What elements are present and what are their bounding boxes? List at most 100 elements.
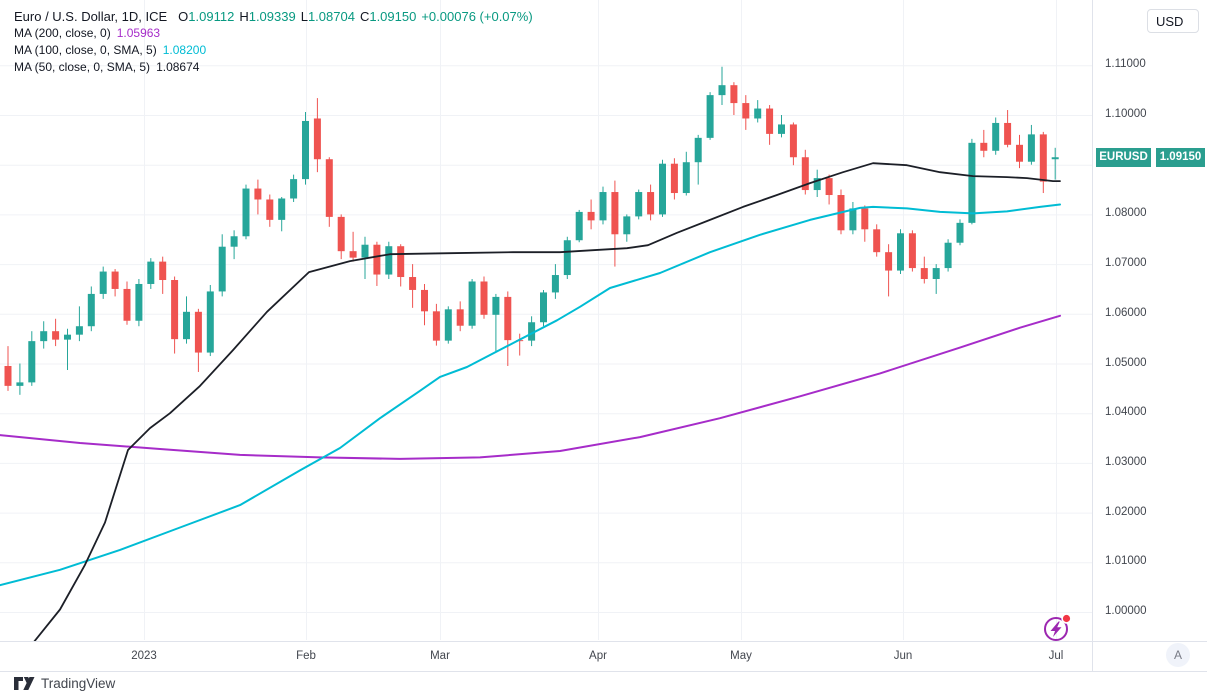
candle (944, 239, 952, 272)
candle (516, 333, 524, 356)
candle (587, 199, 595, 230)
currency-usd-button[interactable]: USD (1147, 9, 1199, 33)
candle (968, 138, 976, 225)
ohlc-field-value: 1.09150 (369, 9, 417, 24)
time-axis[interactable]: 2023 Feb Mar Apr May Jun Jul (0, 641, 1207, 672)
candle (480, 276, 488, 319)
candle (397, 244, 405, 287)
candle (16, 363, 24, 395)
candle (409, 264, 417, 308)
last-price-value-label: 1.09150 (1156, 147, 1205, 167)
time-axis-label: May (730, 650, 752, 662)
candle (123, 281, 131, 325)
candle (789, 122, 797, 166)
ohlc-values: O1.09112 H1.09339 L1.08704 C1.09150 (173, 9, 416, 24)
candle (1016, 134, 1023, 169)
candle (1004, 110, 1012, 148)
ma-legend-row[interactable]: MA (200, close, 0) 1.05963 (14, 25, 533, 42)
ma-legend-row[interactable]: MA (50, close, 0, SMA, 5) 1.08674 (14, 59, 533, 76)
candle (920, 256, 928, 284)
candle (885, 244, 893, 297)
time-axis-label: Mar (430, 650, 450, 662)
candle (64, 328, 71, 370)
ma-legend-row[interactable]: MA (100, close, 0, SMA, 5) 1.08200 (14, 42, 533, 59)
candle (302, 112, 309, 185)
candle (278, 197, 286, 232)
candle (468, 279, 476, 329)
ma-legend-rows: MA (200, close, 0) 1.05963 MA (100, close,… (14, 25, 533, 76)
candle (218, 234, 226, 297)
price-axis-label: 1.01000 (1105, 555, 1147, 568)
auto-scale-button[interactable]: A (1166, 643, 1190, 667)
price-axis[interactable]: USD 1.110001.100001.090001.080001.070001… (1093, 0, 1207, 641)
ma-value: 1.08200 (162, 43, 207, 57)
candle (1051, 147, 1059, 180)
candle (171, 276, 179, 354)
price-axis-label: 1.00000 (1105, 605, 1147, 617)
candle (135, 279, 143, 327)
candle (742, 95, 750, 130)
candle (956, 219, 964, 246)
candle (563, 236, 571, 280)
time-axis-label: 2023 (131, 650, 157, 662)
candle (635, 189, 643, 220)
candle (778, 115, 785, 138)
candle (825, 174, 833, 205)
candle (861, 205, 869, 242)
candle (325, 157, 333, 227)
candle (242, 184, 250, 240)
candles-layer (4, 66, 1059, 395)
candle (373, 241, 381, 286)
candle (897, 229, 904, 275)
chart-canvas[interactable] (0, 0, 1092, 641)
candle (992, 117, 1000, 155)
candle (492, 293, 500, 352)
candle (254, 179, 262, 215)
ohlc-field-label: C (359, 9, 370, 24)
ohlc-field-value: 1.09339 (248, 9, 296, 24)
ohlc-field-value: 1.08704 (307, 9, 355, 24)
ohlc-field-label: H (239, 9, 249, 24)
ma-label: MA (100, close, 0, SMA, 5) (14, 43, 157, 57)
candle (873, 224, 881, 257)
tradingview-logo-icon (14, 677, 35, 690)
candle (670, 158, 678, 200)
candle (159, 256, 167, 294)
candlestick-chart (0, 0, 1092, 641)
candle (528, 316, 536, 347)
tradingview-logo[interactable]: TradingView (14, 676, 115, 691)
candle (730, 82, 738, 115)
candle (337, 214, 345, 260)
price-axis-label: 1.02000 (1105, 505, 1147, 518)
candle (290, 174, 298, 202)
candle (694, 134, 702, 185)
price-axis-label: 1.11000 (1105, 58, 1146, 71)
time-axis-label: Jun (893, 650, 913, 662)
price-axis-label: 1.06000 (1105, 306, 1147, 319)
candle (801, 149, 809, 195)
candle (421, 283, 428, 326)
candle (111, 269, 119, 297)
candle (682, 151, 690, 196)
candle (980, 129, 988, 158)
refresh-lightning-icon[interactable] (1041, 612, 1073, 644)
candle (99, 266, 107, 299)
price-axis-label: 1.08000 (1105, 207, 1147, 220)
candle (349, 231, 357, 262)
symbol-title[interactable]: Euro / U.S. Dollar, 1D, ICE (14, 9, 168, 24)
candle (432, 303, 440, 346)
candle (456, 301, 464, 332)
axis-border (1092, 0, 1093, 672)
candle (183, 296, 190, 344)
time-axis-label: Feb (296, 650, 316, 662)
ma-50-line (33, 162, 1061, 641)
ohlc-field-label: L (300, 9, 308, 24)
price-axis-label: 1.04000 (1105, 406, 1147, 419)
candle (849, 201, 857, 235)
candle (908, 230, 916, 272)
time-axis-label: Apr (589, 650, 607, 662)
candle (706, 92, 714, 140)
last-price-symbol-label: EURUSD (1096, 147, 1151, 167)
ma-value: 1.08674 (156, 60, 200, 74)
price-axis-label: 1.05000 (1105, 356, 1147, 369)
